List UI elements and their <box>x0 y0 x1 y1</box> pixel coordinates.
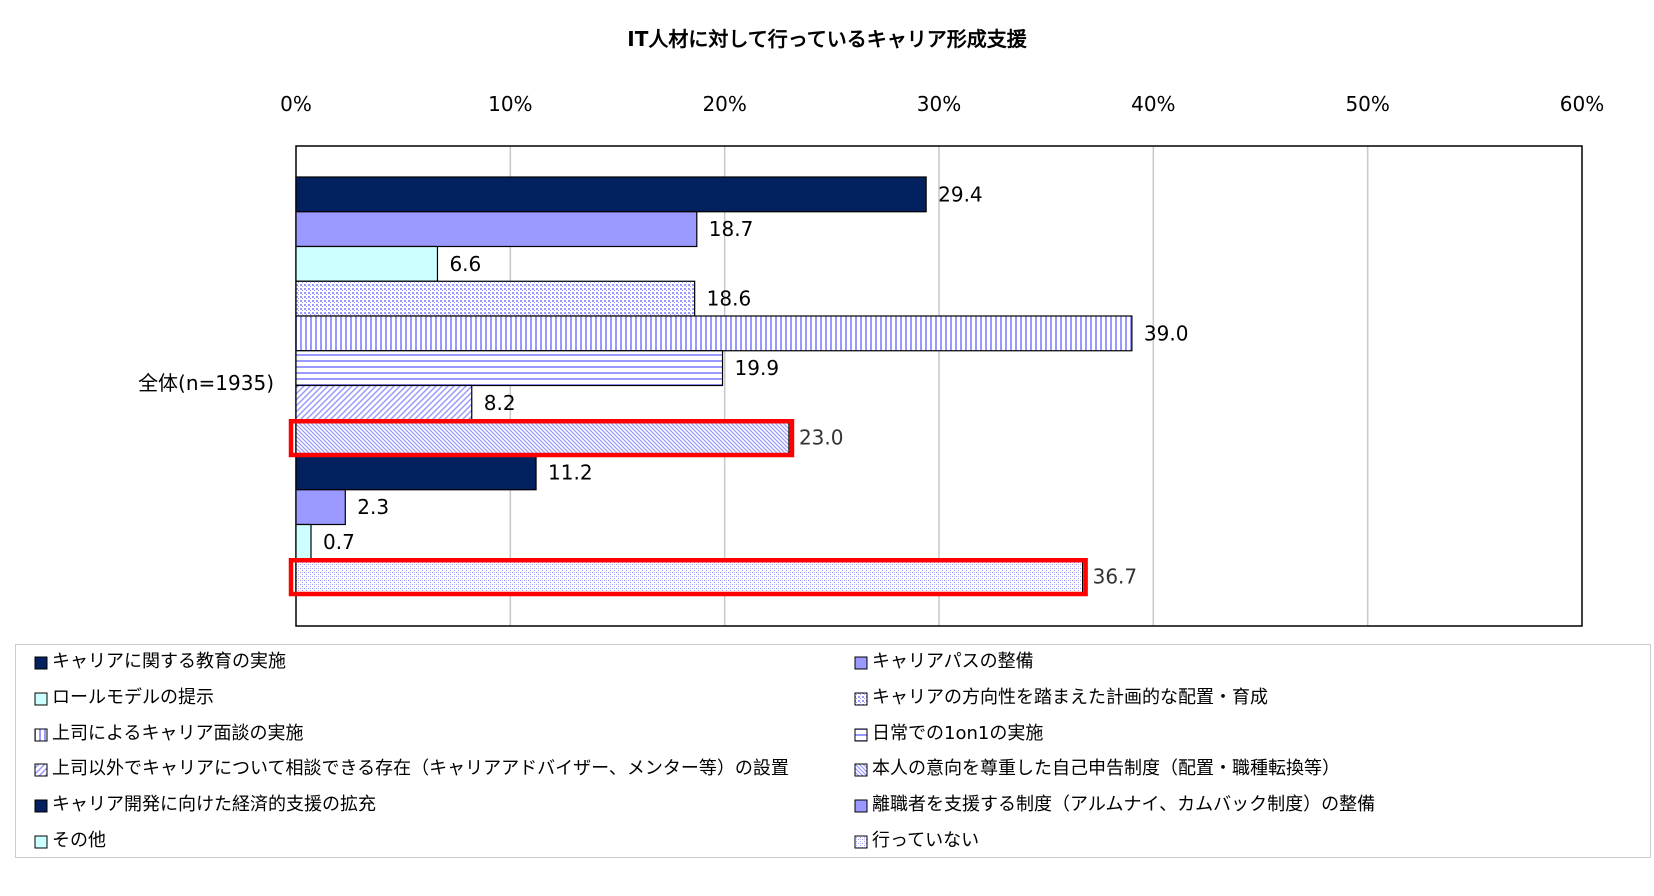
legend-label: 本人の意向を尊重した自己申告制度（配置・職種転換等） <box>872 758 1340 780</box>
legend-label: 日常での1on1の実施 <box>872 722 1044 744</box>
data-label: 8.2 <box>484 391 516 415</box>
legend-swatch-icon <box>854 835 868 849</box>
legend-swatch-icon <box>854 692 868 706</box>
category-label: 全体(n=1935) <box>138 371 274 395</box>
x-tick-label: 0% <box>280 92 312 116</box>
chart-title: IT人材に対して行っているキャリア形成支援 <box>627 27 1027 51</box>
legend-label: 上司によるキャリア面談の実施 <box>52 722 304 744</box>
bar <box>295 523 312 560</box>
legend-label: ロールモデルの提示 <box>52 686 214 708</box>
legend-swatch-icon <box>34 763 48 777</box>
data-label: 2.3 <box>357 495 389 519</box>
legend: キャリアに関する教育の実施 キャリアパスの整備ロールモデルの提示 キャリアの方向性を… <box>15 644 1651 858</box>
legend-item: 離職者を支援する制度（アルムナイ、カムバック制度）の整備 <box>854 790 1375 816</box>
legend-label: キャリアに関する教育の実施 <box>52 651 286 672</box>
x-tick-label: 50% <box>1345 92 1389 116</box>
legend-item: キャリアの方向性を踏まえた計画的な配置・育成 <box>854 683 1268 709</box>
legend-swatch-icon <box>34 728 48 742</box>
legend-item: 本人の意向を尊重した自己申告制度（配置・職種転換等） <box>854 754 1340 780</box>
legend-item: ロールモデルの提示 <box>34 683 214 709</box>
data-label: 6.6 <box>449 252 481 276</box>
x-tick-label: 10% <box>488 92 532 116</box>
legend-item: 上司以外でキャリアについて相談できる存在（キャリアアドバイザー、メンター等）の設… <box>34 754 789 780</box>
bar <box>295 211 698 248</box>
data-label: 18.6 <box>707 287 752 311</box>
legend-label: キャリアパスの整備 <box>872 651 1034 672</box>
legend-item: その他 <box>34 826 106 852</box>
legend-label: 上司以外でキャリアについて相談できる存在（キャリアアドバイザー、メンター等）の設… <box>52 758 789 780</box>
bar <box>295 558 1084 595</box>
legend-item: キャリアに関する教育の実施 <box>34 647 286 673</box>
legend-label: 離職者を支援する制度（アルムナイ、カムバック制度）の整備 <box>872 794 1376 816</box>
legend-item: キャリアパスの整備 <box>854 647 1034 673</box>
highlight-box <box>288 558 1088 597</box>
bar <box>295 384 473 421</box>
bar <box>295 315 1133 352</box>
bar <box>295 350 724 387</box>
legend-swatch-icon <box>34 835 48 849</box>
legend-swatch-icon <box>854 763 868 777</box>
legend-item: 上司によるキャリア面談の実施 <box>34 719 303 745</box>
bar <box>295 280 696 317</box>
legend-item: キャリア開発に向けた経済的支援の拡充 <box>34 790 376 816</box>
data-label: 18.7 <box>709 217 754 241</box>
data-label: 36.7 <box>1093 565 1138 589</box>
legend-swatch-icon <box>34 692 48 706</box>
x-tick-label: 20% <box>702 92 746 116</box>
legend-label: キャリア開発に向けた経済的支援の拡充 <box>52 794 376 816</box>
data-label: 29.4 <box>938 182 983 206</box>
legend-swatch-icon <box>854 656 868 670</box>
bar-chart: IT人材に対して行っているキャリア形成支援 0% 10% 20% 30% 40% 50% 6… <box>138 27 1604 627</box>
x-tick-label: 60% <box>1560 92 1604 116</box>
legend-label: その他 <box>52 830 106 851</box>
data-label: 23.0 <box>799 426 844 450</box>
bar <box>295 245 439 282</box>
legend-swatch-icon <box>34 799 48 813</box>
legend-swatch-icon <box>34 656 48 670</box>
legend-swatch-icon <box>854 799 868 813</box>
legend-swatch-icon <box>854 728 868 742</box>
data-label: 19.9 <box>735 356 780 380</box>
data-label: 0.7 <box>323 530 355 554</box>
legend-label: 行っていない <box>872 830 980 851</box>
data-label: 11.2 <box>548 460 593 484</box>
legend-item: 行っていない <box>854 826 979 852</box>
data-label: 39.0 <box>1144 321 1189 345</box>
legend-label: キャリアの方向性を踏まえた計画的な配置・育成 <box>872 686 1268 708</box>
highlight-box <box>288 419 795 458</box>
bar <box>295 489 346 526</box>
legend-item: 日常での1on1の実施 <box>854 719 1043 745</box>
bar <box>295 176 927 213</box>
x-tick-label: 40% <box>1131 92 1175 116</box>
bar <box>295 419 790 456</box>
x-tick-label: 30% <box>917 92 961 116</box>
bar <box>295 454 537 491</box>
